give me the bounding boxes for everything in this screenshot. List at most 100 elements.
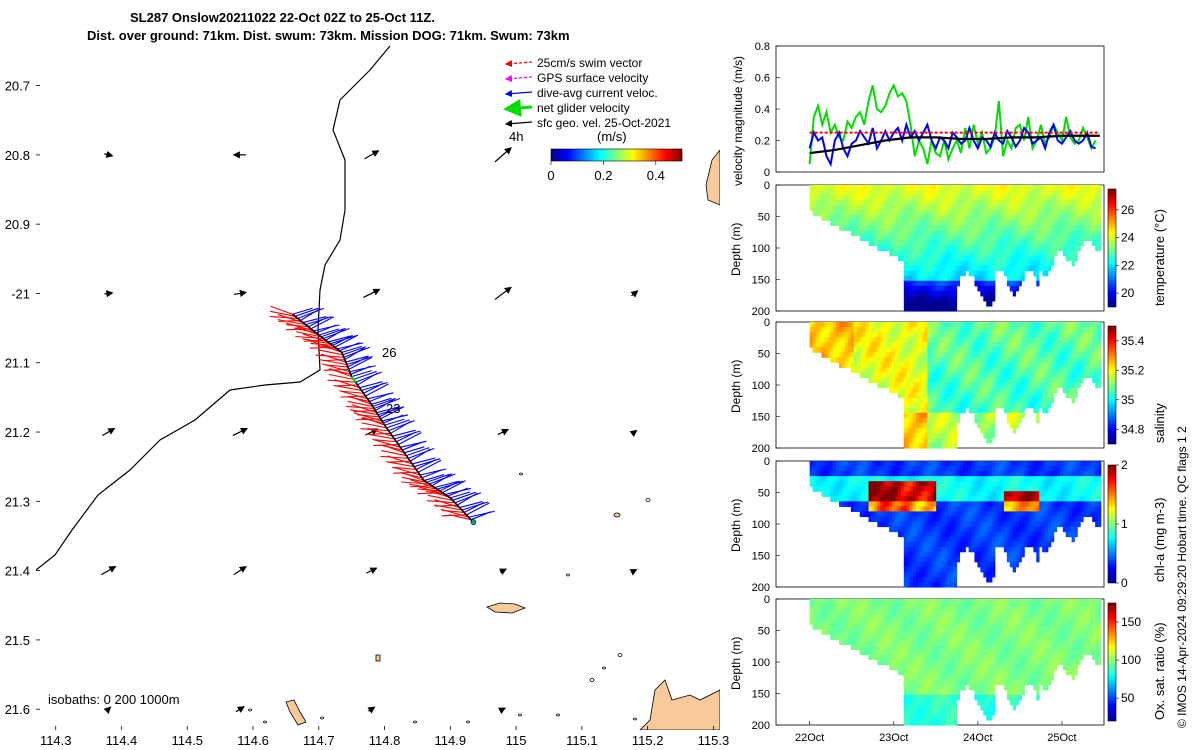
section-cell	[956, 392, 961, 399]
section-cell	[853, 230, 857, 236]
section-cell	[1009, 215, 1014, 221]
section-cell	[977, 486, 981, 492]
section-cell	[968, 205, 972, 211]
section-cell	[936, 347, 940, 353]
section-cell	[930, 387, 934, 394]
section-cell	[909, 461, 913, 467]
section-cell	[956, 551, 961, 558]
section-cell	[1086, 362, 1090, 368]
section-cell	[865, 235, 869, 241]
section-cell	[1015, 556, 1019, 563]
section-cell	[974, 402, 978, 409]
section-cell	[903, 481, 908, 487]
section-cell	[1027, 235, 1031, 241]
section-cell	[992, 556, 996, 563]
section-cell	[850, 466, 855, 472]
section-cell	[865, 357, 869, 363]
section-cell	[956, 476, 961, 482]
section-cell	[986, 255, 990, 262]
section-cell	[906, 230, 910, 236]
section-cell	[983, 511, 987, 517]
geo-velocity-arrow	[367, 706, 376, 714]
swim-vector	[339, 390, 368, 400]
section-cell	[971, 471, 975, 477]
section-cell	[950, 285, 955, 292]
section-cell	[977, 337, 981, 343]
section-cell	[903, 305, 908, 312]
section-cell	[897, 332, 902, 338]
section-cell	[1048, 357, 1052, 363]
annotation-4h: 4h	[509, 129, 523, 144]
section-cell	[933, 225, 937, 231]
section-cell	[953, 476, 958, 482]
section-cell	[953, 260, 958, 267]
section-cell	[947, 220, 952, 226]
section-cell	[995, 541, 999, 548]
section-cell	[1053, 372, 1058, 378]
section-cell	[971, 407, 975, 414]
section-cell	[856, 210, 860, 216]
section-cell	[989, 397, 993, 404]
section-cell	[924, 200, 928, 206]
section-cell	[903, 536, 908, 543]
section-cell	[1021, 352, 1025, 358]
section-cell	[906, 392, 910, 399]
section-cell	[930, 442, 934, 449]
section-cell	[1045, 225, 1049, 231]
section-cell	[936, 501, 940, 507]
section-cell	[977, 541, 981, 548]
section-cell	[942, 185, 946, 191]
section-cell	[1080, 367, 1084, 373]
section-cell	[912, 466, 916, 472]
section-cell	[836, 200, 840, 206]
section-cell	[880, 377, 884, 384]
section-cell	[1056, 230, 1061, 236]
section-cell	[903, 412, 908, 419]
section-cell	[947, 511, 952, 517]
section-cell	[1071, 372, 1075, 378]
section-cell	[880, 352, 884, 358]
section-cell	[1083, 235, 1087, 241]
section-cell	[962, 327, 966, 333]
section-cell	[962, 382, 966, 389]
section-cell	[933, 471, 937, 477]
section-cell	[1042, 332, 1046, 338]
section-cell	[927, 220, 931, 226]
section-cell	[1033, 372, 1037, 378]
section-cell	[842, 210, 846, 216]
section-cell	[939, 210, 943, 216]
current-vector	[347, 356, 368, 368]
section-cell	[939, 526, 943, 533]
section-cell	[950, 432, 955, 439]
section-cell	[1021, 501, 1025, 507]
section-cell	[865, 501, 869, 507]
section-cell	[977, 270, 981, 277]
section-cell	[953, 481, 958, 487]
section-cell	[1009, 496, 1014, 502]
section-cell	[1006, 486, 1011, 492]
section-cell	[1059, 382, 1064, 389]
section-cell	[924, 295, 928, 302]
section-cell	[965, 230, 969, 236]
section-cell	[933, 581, 937, 588]
section-cell	[1006, 387, 1011, 394]
section-cell	[897, 466, 902, 472]
section-cell	[933, 481, 937, 487]
section-cell	[880, 342, 884, 348]
section-cell	[942, 466, 946, 472]
section-cell	[856, 195, 860, 201]
section-cell	[974, 521, 978, 528]
section-cell	[842, 337, 846, 343]
section-cell	[1018, 461, 1022, 467]
colorbar-unit-label: (m/s)	[597, 129, 627, 144]
section-cell	[1045, 245, 1049, 252]
section-cell	[986, 566, 990, 573]
section-cell	[956, 322, 961, 328]
section-cell	[900, 382, 905, 389]
section-cell	[856, 205, 860, 211]
section-cell	[889, 511, 893, 517]
section-cell	[1036, 531, 1040, 538]
section-cell	[844, 347, 849, 353]
section-cell	[874, 337, 878, 343]
